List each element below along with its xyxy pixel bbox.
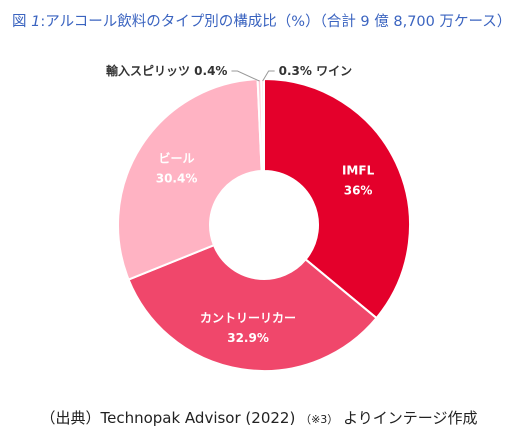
- slice-5-leader-line: [262, 70, 275, 82]
- source-main: （出典）Technopak Advisor (2022): [40, 409, 296, 427]
- source-note: （出典）Technopak Advisor (2022) （※3） よりインテー…: [0, 407, 518, 428]
- slice-3-value-label: 30.4%: [156, 172, 198, 186]
- slice-3-arc: [117, 78, 263, 281]
- slice-5-arc: [260, 77, 265, 173]
- slice-1-arc: [263, 77, 411, 320]
- donut-chart: IMFL 36% カントリーリカー 32.9% ビール 30.4% 輸入スピリッツ 0.4%…: [106, 63, 411, 372]
- slice-2-arc: [127, 243, 378, 372]
- slice-1-label: IMFL: [342, 164, 375, 178]
- chart-title: 図 1:アルコール飲料のタイプ別の構成比（%）（合計 9 億 8,700 万ケー…: [12, 10, 512, 31]
- slice-2-label: カントリーリカー: [200, 311, 296, 325]
- figure-number: 1: [31, 14, 41, 30]
- source-footnote: （※3）: [300, 413, 339, 426]
- slice-2-value-label: 32.9%: [227, 331, 269, 345]
- slice-3-label: ビール: [159, 151, 195, 166]
- slice-1-value-label: 36%: [344, 184, 373, 198]
- title-text: :アルコール飲料のタイプ別の構成比（%）（合計 9 億 8,700 万ケース）: [40, 14, 512, 30]
- slice-5-label: 0.3% ワイン: [279, 64, 352, 78]
- title-prefix: 図: [12, 14, 32, 30]
- slice-4-label: 輸入スピリッツ 0.4%: [106, 63, 227, 78]
- slice-4-leader-line: [231, 70, 260, 82]
- source-suffix: よりインテージ作成: [343, 409, 478, 427]
